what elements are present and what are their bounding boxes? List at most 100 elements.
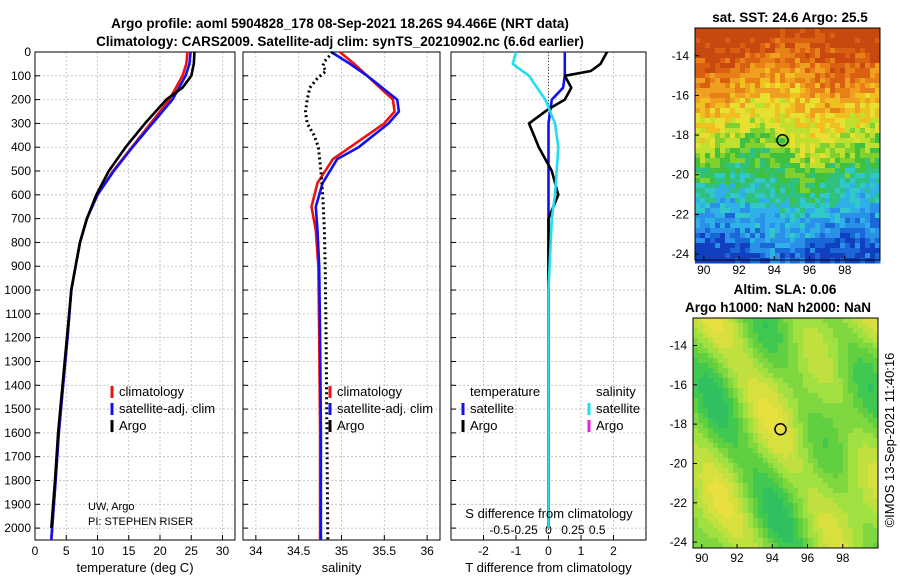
- map-cell: [805, 188, 811, 194]
- map-cell: [703, 428, 709, 434]
- map-cell: [775, 208, 781, 214]
- map-cell: [785, 248, 791, 254]
- map-cell: [753, 413, 759, 419]
- map-cell: [708, 538, 714, 544]
- map-cell: [718, 418, 724, 424]
- map-cell: [808, 393, 814, 399]
- map-cell: [798, 483, 804, 489]
- map-cell: [723, 343, 729, 349]
- map-cell: [843, 498, 849, 504]
- map-cell: [825, 118, 831, 124]
- map-cell: [850, 108, 856, 114]
- map-cell: [693, 383, 699, 389]
- map-cell: [840, 123, 846, 129]
- map-cell: [698, 373, 704, 379]
- map-cell: [728, 498, 734, 504]
- temperature-legend: climatology satellite-adj. clim Argo: [110, 384, 215, 433]
- map-cell: [718, 353, 724, 359]
- map-cell: [793, 513, 799, 519]
- map-cell: [795, 253, 801, 259]
- map-cell: [775, 128, 781, 134]
- map-cell: [845, 238, 851, 244]
- map-cell: [710, 158, 716, 164]
- map-cell: [798, 528, 804, 534]
- map-cell: [860, 158, 866, 164]
- map-cell: [698, 368, 704, 374]
- map-cell: [740, 38, 746, 44]
- map-cell: [845, 158, 851, 164]
- map-cell: [740, 233, 746, 239]
- map-cell: [725, 218, 731, 224]
- map-cell: [810, 163, 816, 169]
- map-cell: [863, 323, 869, 329]
- map-cell: [820, 73, 826, 79]
- map-cell: [760, 183, 766, 189]
- map-cell: [695, 113, 701, 119]
- map-cell: [725, 178, 731, 184]
- map-cell: [808, 538, 814, 544]
- map-cell: [720, 83, 726, 89]
- map-cell: [743, 468, 749, 474]
- map-cell: [770, 38, 776, 44]
- map-cell: [735, 123, 741, 129]
- map-cell: [760, 138, 766, 144]
- map-cell: [820, 183, 826, 189]
- map-cell: [818, 438, 824, 444]
- map-cell: [820, 238, 826, 244]
- map-cell: [730, 233, 736, 239]
- map-cell: [873, 388, 879, 394]
- map-cell: [845, 73, 851, 79]
- map-cell: [788, 348, 794, 354]
- map-cell: [773, 358, 779, 364]
- map-cell: [875, 193, 881, 199]
- map-cell: [873, 433, 879, 439]
- map-cell: [823, 453, 829, 459]
- map-cell: [788, 383, 794, 389]
- map-cell: [820, 198, 826, 204]
- map-cell: [798, 518, 804, 524]
- map-cell: [775, 118, 781, 124]
- map-cell: [708, 363, 714, 369]
- map-cell: [773, 433, 779, 439]
- map-cell: [838, 403, 844, 409]
- legend-title-salinity: salinity: [596, 384, 636, 399]
- map-cell: [748, 363, 754, 369]
- map-cell: [785, 213, 791, 219]
- map-cell: [848, 538, 854, 544]
- map-cell: [875, 258, 881, 264]
- map-cell: [750, 103, 756, 109]
- map-cell: [790, 208, 796, 214]
- map-cell: [730, 213, 736, 219]
- map-cell: [838, 363, 844, 369]
- map-cell: [758, 383, 764, 389]
- map-cell: [860, 133, 866, 139]
- map-cell: [835, 158, 841, 164]
- map-cell: [720, 68, 726, 74]
- map-cell: [820, 163, 826, 169]
- map-cell: [813, 523, 819, 529]
- map-cell: [708, 493, 714, 499]
- map-cell: [855, 143, 861, 149]
- map-cell: [700, 158, 706, 164]
- map-cell: [718, 413, 724, 419]
- map-cell: [773, 448, 779, 454]
- map-cell: [808, 388, 814, 394]
- map-cell: [865, 218, 871, 224]
- map-cell: [758, 508, 764, 514]
- map-cell: [805, 78, 811, 84]
- map-cell: [715, 98, 721, 104]
- map-cell: [808, 518, 814, 524]
- map-cell: [805, 253, 811, 259]
- map-cell: [858, 493, 864, 499]
- map-cell: [753, 493, 759, 499]
- map-cell: [773, 493, 779, 499]
- map-cell: [783, 323, 789, 329]
- map-cell: [875, 93, 881, 99]
- map-cell: [770, 213, 776, 219]
- map-cell: [740, 73, 746, 79]
- map-cell: [790, 218, 796, 224]
- map-cell: [785, 163, 791, 169]
- map-cell: [760, 113, 766, 119]
- map-cell: [745, 88, 751, 94]
- map-cell: [865, 103, 871, 109]
